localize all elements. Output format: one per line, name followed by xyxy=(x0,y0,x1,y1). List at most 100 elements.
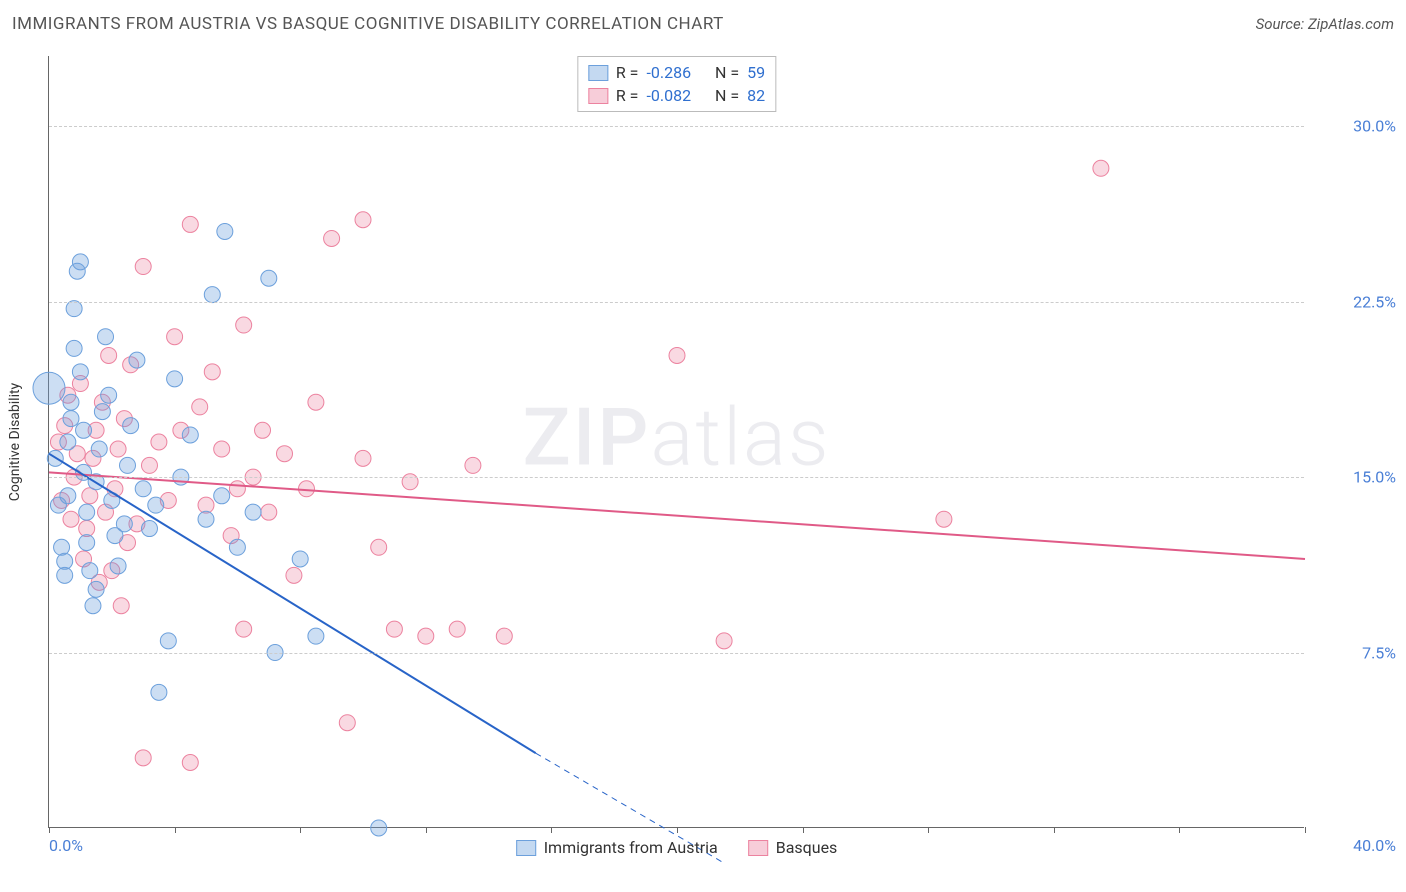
data-point xyxy=(88,581,104,597)
data-point xyxy=(76,422,92,438)
data-point xyxy=(94,404,110,420)
x-tick xyxy=(426,827,427,833)
data-point xyxy=(72,364,88,380)
data-point xyxy=(245,504,261,520)
bottom-legend: Immigrants from Austria Basques xyxy=(516,838,838,857)
data-point xyxy=(141,521,157,537)
data-point xyxy=(148,497,164,513)
data-point xyxy=(101,347,117,363)
x-tick xyxy=(175,827,176,833)
data-point xyxy=(355,212,371,228)
chart-svg xyxy=(49,56,1304,827)
gridline-h xyxy=(49,126,1304,127)
data-point xyxy=(82,563,98,579)
gridline-h xyxy=(49,302,1304,303)
data-point xyxy=(669,347,685,363)
data-point xyxy=(449,621,465,637)
data-point xyxy=(182,427,198,443)
data-point xyxy=(66,301,82,317)
x-tick xyxy=(803,827,804,833)
data-point xyxy=(129,352,145,368)
data-point xyxy=(277,446,293,462)
stats-row-austria: R = -0.286 N = 59 xyxy=(588,61,765,84)
data-point xyxy=(60,434,76,450)
gridline-h xyxy=(49,653,1304,654)
data-point xyxy=(151,434,167,450)
data-point xyxy=(496,628,512,644)
data-point xyxy=(33,372,65,404)
data-point xyxy=(182,754,198,770)
data-point xyxy=(101,387,117,403)
data-point xyxy=(371,539,387,555)
data-point xyxy=(261,504,277,520)
data-point xyxy=(255,422,271,438)
data-point xyxy=(110,558,126,574)
data-point xyxy=(63,511,79,527)
data-point xyxy=(204,287,220,303)
x-tick xyxy=(49,827,50,833)
data-point xyxy=(386,621,402,637)
y-tick-label: 15.0% xyxy=(1316,468,1396,487)
data-point xyxy=(160,633,176,649)
data-point xyxy=(151,684,167,700)
data-point xyxy=(214,441,230,457)
data-point xyxy=(261,270,277,286)
data-point xyxy=(308,394,324,410)
data-point xyxy=(236,317,252,333)
data-point xyxy=(135,481,151,497)
data-point xyxy=(204,364,220,380)
data-point xyxy=(66,340,82,356)
data-point xyxy=(229,481,245,497)
data-point xyxy=(116,516,132,532)
data-point xyxy=(292,551,308,567)
data-point xyxy=(308,628,324,644)
y-tick-label: 7.5% xyxy=(1316,643,1396,662)
source-label: Source: ZipAtlas.com xyxy=(1256,15,1394,33)
data-point xyxy=(418,628,434,644)
data-point xyxy=(63,394,79,410)
data-point xyxy=(192,399,208,415)
data-point xyxy=(135,750,151,766)
data-point xyxy=(141,457,157,473)
data-point xyxy=(110,441,126,457)
y-tick-label: 30.0% xyxy=(1316,117,1396,136)
data-point xyxy=(85,598,101,614)
legend-item-austria: Immigrants from Austria xyxy=(516,838,718,857)
data-point xyxy=(113,598,129,614)
data-point xyxy=(936,511,952,527)
data-point xyxy=(72,254,88,270)
data-point xyxy=(54,539,70,555)
data-point xyxy=(79,535,95,551)
data-point xyxy=(339,715,355,731)
swatch-pink xyxy=(588,88,608,104)
data-point xyxy=(324,230,340,246)
data-point xyxy=(217,223,233,239)
data-point xyxy=(135,259,151,275)
swatch-pink-icon xyxy=(748,840,768,856)
data-point xyxy=(236,621,252,637)
x-tick xyxy=(1179,827,1180,833)
data-point xyxy=(465,457,481,473)
data-point xyxy=(182,216,198,232)
x-tick xyxy=(300,827,301,833)
stats-row-basques: R = -0.082 N = 82 xyxy=(588,84,765,107)
data-point xyxy=(371,820,387,836)
x-tick xyxy=(1054,827,1055,833)
data-point xyxy=(91,441,107,457)
data-point xyxy=(79,504,95,520)
data-point xyxy=(716,633,732,649)
data-point xyxy=(167,371,183,387)
swatch-blue-icon xyxy=(516,840,536,856)
data-point xyxy=(167,329,183,345)
data-point xyxy=(120,457,136,473)
data-point xyxy=(229,539,245,555)
stats-legend: R = -0.286 N = 59 R = -0.082 N = 82 xyxy=(577,56,776,112)
x-tick xyxy=(928,827,929,833)
data-point xyxy=(214,488,230,504)
x-axis-min-label: 0.0% xyxy=(49,836,83,855)
chart-title: IMMIGRANTS FROM AUSTRIA VS BASQUE COGNIT… xyxy=(12,14,724,34)
data-point xyxy=(123,418,139,434)
data-point xyxy=(57,567,73,583)
data-point xyxy=(60,488,76,504)
y-tick-label: 22.5% xyxy=(1316,292,1396,311)
